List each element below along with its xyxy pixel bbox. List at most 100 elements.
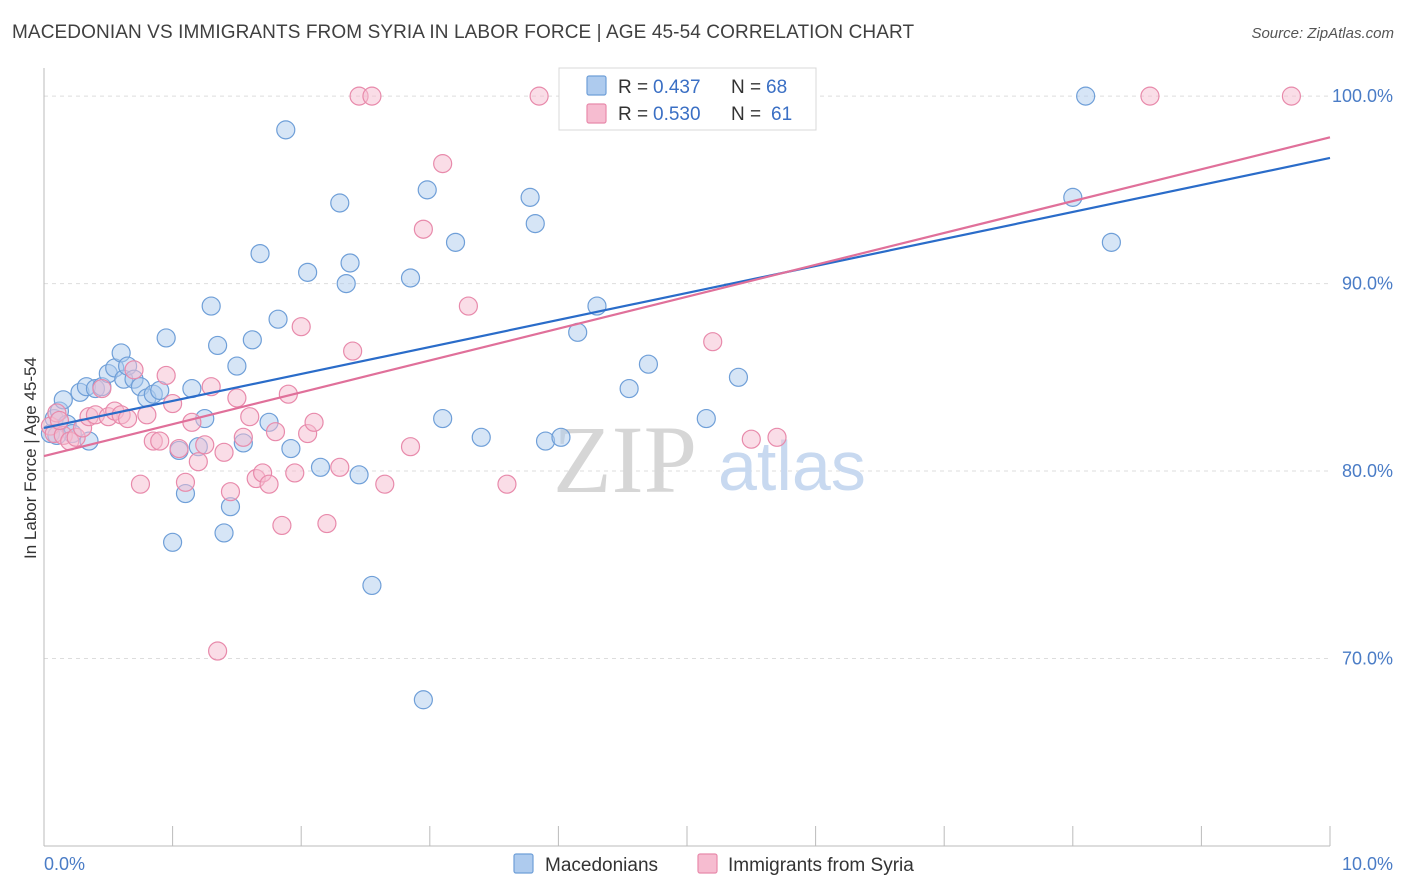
point-syria-14 [124, 360, 144, 380]
legend-r-value-2: 0.530 [653, 104, 701, 125]
point-macedonians-41 [310, 457, 331, 477]
point-syria-55 [703, 332, 723, 352]
point-macedonians-47 [400, 268, 421, 288]
point-syria-28 [214, 442, 234, 462]
point-syria-54 [529, 86, 549, 106]
point-macedonians-65 [1076, 86, 1096, 106]
y-tick-labels: 70.0% 80.0% 90.0% 100.0% [1332, 86, 1393, 668]
trend-line-macedonians [43, 156, 1331, 430]
legend-r-label-1: R = [618, 77, 648, 98]
point-syria-29 [220, 482, 241, 502]
point-syria-23 [182, 412, 202, 432]
x-tick-label-0: 0.0% [44, 854, 85, 874]
point-macedonians-40 [298, 262, 318, 282]
point-syria-22 [175, 472, 196, 492]
y-axis-title: In Labor Force | Age 45-54 [21, 357, 40, 559]
point-macedonians-51 [445, 232, 466, 252]
point-macedonians-29 [208, 335, 228, 356]
x-tick-labels: 0.0% 10.0% [44, 854, 1393, 874]
point-macedonians-46 [362, 575, 382, 596]
point-syria-24 [188, 452, 208, 472]
point-macedonians-49 [417, 180, 437, 200]
source-label: Source: ZipAtlas.com [1251, 25, 1394, 42]
y-tick-label-3: 100.0% [1332, 86, 1393, 106]
point-syria-43 [317, 513, 337, 534]
point-syria-32 [240, 407, 260, 427]
point-syria-19 [156, 365, 176, 386]
point-syria-18 [150, 431, 170, 451]
point-syria-39 [285, 463, 305, 483]
point-syria-9 [92, 378, 112, 399]
trend-lines [43, 136, 1331, 458]
legend-swatch-macedonians [586, 75, 607, 96]
point-macedonians-48 [413, 690, 433, 710]
point-syria-52 [458, 296, 478, 316]
point-macedonians-37 [268, 309, 288, 329]
point-syria-49 [400, 437, 421, 457]
point-syria-48 [375, 474, 395, 494]
point-syria-42 [304, 412, 324, 432]
point-macedonians-32 [227, 356, 247, 376]
point-syria-58 [1140, 86, 1160, 106]
y-tick-label-0: 70.0% [1342, 649, 1393, 669]
point-macedonians-59 [619, 378, 639, 399]
point-syria-20 [163, 393, 183, 414]
point-syria-21 [169, 438, 189, 459]
legend-label-syria: Immigrants from Syria [728, 855, 914, 876]
legend-n-label-2: N = [731, 104, 761, 125]
point-syria-35 [259, 474, 279, 494]
gridlines [44, 95, 1330, 660]
point-macedonians-50 [433, 408, 453, 429]
axes [43, 68, 1331, 847]
point-syria-30 [227, 388, 247, 408]
point-syria-57 [767, 427, 787, 447]
legend-swatch-macedonians-bottom [513, 853, 534, 874]
point-macedonians-35 [250, 243, 270, 264]
point-syria-44 [330, 457, 350, 477]
point-macedonians-63 [728, 367, 749, 387]
point-macedonians-44 [340, 253, 360, 273]
x-tick-label-1: 10.0% [1342, 854, 1393, 874]
point-syria-53 [497, 474, 517, 494]
watermark-atlas: atlas [718, 427, 866, 505]
legend-n-value-1: 68 [766, 77, 787, 98]
point-syria-15 [130, 474, 151, 494]
point-syria-37 [272, 515, 292, 536]
trend-line-syria [43, 136, 1331, 458]
point-macedonians-43 [336, 273, 356, 294]
point-macedonians-39 [281, 438, 301, 459]
point-syria-36 [265, 422, 286, 442]
point-syria-50 [413, 219, 433, 239]
point-syria-25 [195, 435, 215, 455]
series-legend: Macedonians Immigrants from Syria [513, 853, 914, 876]
legend-n-value-2: 61 [771, 104, 792, 125]
legend-label-macedonians: Macedonians [545, 855, 658, 876]
point-macedonians-60 [638, 354, 659, 374]
chart-title: MACEDONIAN VS IMMIGRANTS FROM SYRIA IN L… [12, 22, 915, 43]
point-macedonians-56 [551, 427, 571, 447]
point-syria-40 [291, 317, 311, 337]
point-syria-59 [1281, 86, 1302, 106]
point-syria-27 [208, 641, 228, 661]
point-macedonians-53 [520, 187, 540, 207]
watermark: ZIP atlas [553, 406, 866, 513]
legend-r-label-2: R = [618, 104, 648, 125]
point-macedonians-62 [696, 408, 716, 429]
data-points [40, 86, 1302, 710]
legend-n-label-1: N = [731, 77, 761, 98]
point-macedonians-34 [242, 330, 262, 350]
watermark-zip: ZIP [553, 406, 697, 513]
point-macedonians-54 [525, 214, 545, 234]
legend-r-value-1: 0.437 [653, 77, 701, 98]
point-macedonians-30 [214, 523, 234, 543]
point-syria-47 [362, 86, 382, 106]
point-syria-31 [233, 427, 253, 447]
point-macedonians-28 [201, 296, 221, 316]
point-macedonians-21 [156, 328, 176, 348]
point-macedonians-45 [349, 465, 369, 485]
y-tick-label-2: 90.0% [1342, 274, 1393, 294]
correlation-legend: R = 0.437 N = 68 R = 0.530 N = 61 [558, 67, 817, 131]
y-tick-label-1: 80.0% [1342, 461, 1393, 481]
legend-swatch-syria-bottom [697, 853, 718, 874]
point-macedonians-38 [276, 120, 296, 140]
